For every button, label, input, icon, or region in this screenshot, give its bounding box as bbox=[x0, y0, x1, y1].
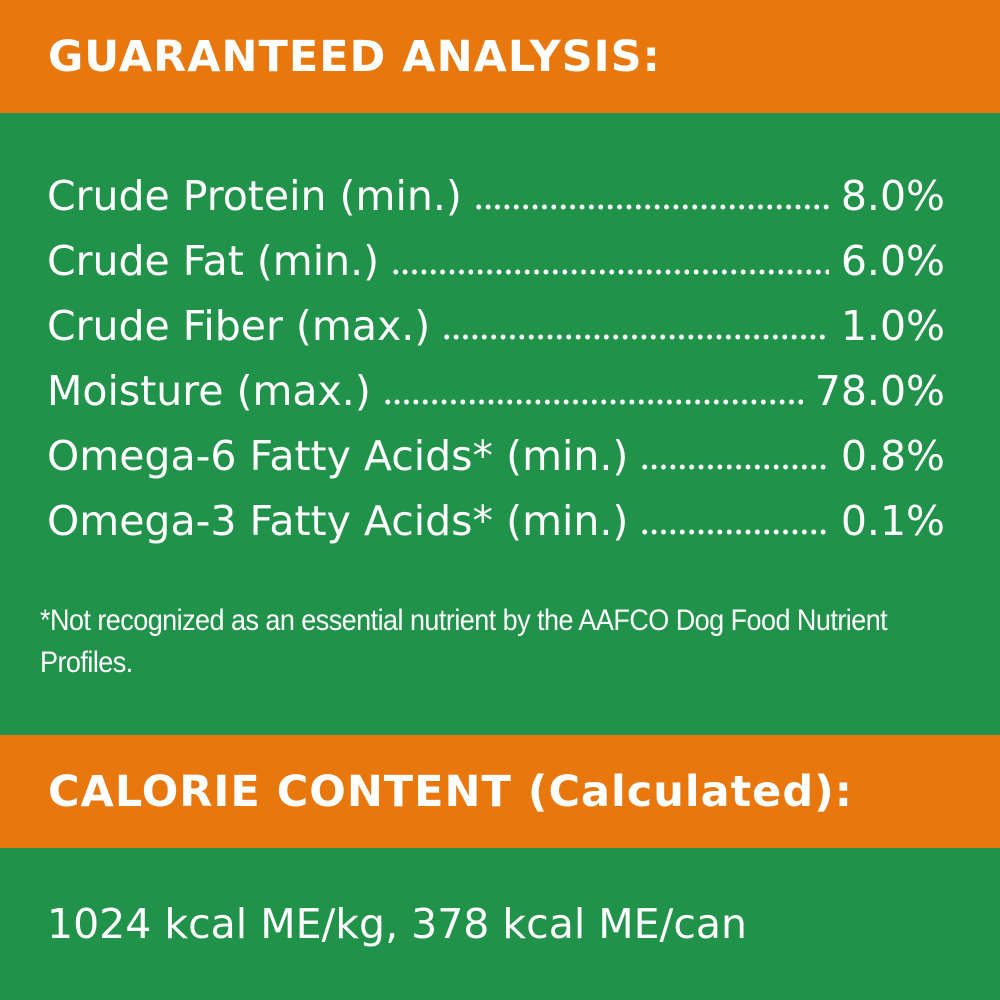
calorie-band: CALORIE CONTENT (Calculated): bbox=[0, 735, 1000, 848]
nutrient-value: 0.8% bbox=[840, 432, 945, 480]
nutrient-label: Crude Fiber (max.) bbox=[47, 302, 431, 350]
calorie-text: 1024 kcal ME/kg, 378 kcal ME/can bbox=[47, 900, 748, 948]
analysis-row: Crude Fat (min.) 6.0% bbox=[47, 237, 945, 302]
dot-leader bbox=[391, 269, 829, 275]
nutrient-label: Omega-6 Fatty Acids* (min.) bbox=[47, 432, 629, 480]
analysis-rows: Crude Protein (min.) 8.0% Crude Fat (min.)… bbox=[47, 172, 945, 562]
nutrient-value: 1.0% bbox=[840, 302, 945, 350]
nutrient-label: Crude Protein (min.) bbox=[47, 172, 462, 220]
dot-leader bbox=[640, 464, 829, 470]
dot-leader bbox=[442, 334, 829, 340]
analysis-row: Crude Fiber (max.) 1.0% bbox=[47, 302, 945, 367]
nutrient-value: 6.0% bbox=[840, 237, 945, 285]
dot-leader bbox=[640, 529, 829, 535]
nutrient-value: 78.0% bbox=[814, 367, 945, 415]
header-band: GUARANTEED ANALYSIS: bbox=[0, 0, 1000, 113]
calorie-panel bbox=[0, 848, 1000, 1000]
dot-leader bbox=[473, 204, 829, 210]
analysis-row: Crude Protein (min.) 8.0% bbox=[47, 172, 945, 237]
dot-leader bbox=[382, 399, 803, 405]
footnote: *Not recognized as an essential nutrient… bbox=[40, 604, 888, 679]
nutrient-label: Crude Fat (min.) bbox=[47, 237, 380, 285]
nutrient-label: Omega-3 Fatty Acids* (min.) bbox=[47, 497, 629, 545]
calorie-title: CALORIE CONTENT (Calculated): bbox=[48, 766, 853, 817]
analysis-row: Moisture (max.) 78.0% bbox=[47, 367, 945, 432]
analysis-panel bbox=[0, 113, 1000, 735]
analysis-row: Omega-3 Fatty Acids* (min.) 0.1% bbox=[47, 497, 945, 562]
analysis-row: Omega-6 Fatty Acids* (min.) 0.8% bbox=[47, 432, 945, 497]
header-title: GUARANTEED ANALYSIS: bbox=[48, 31, 661, 82]
nutrient-label: Moisture (max.) bbox=[47, 367, 371, 415]
nutrient-value: 0.1% bbox=[840, 497, 945, 545]
nutrient-value: 8.0% bbox=[840, 172, 945, 220]
